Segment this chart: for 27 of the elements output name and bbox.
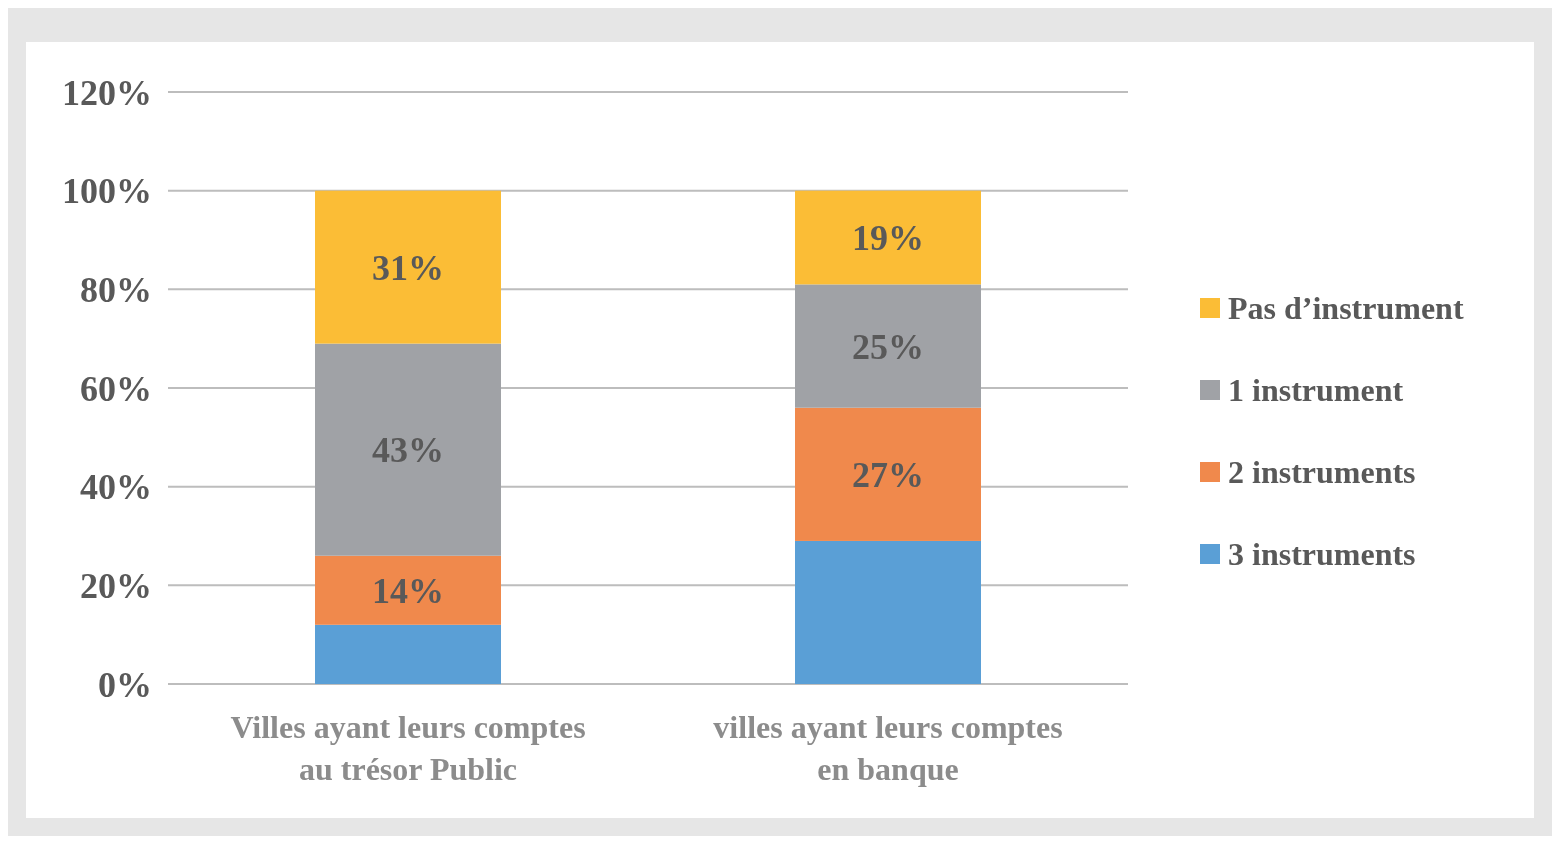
y-tick-label: 120% <box>62 72 152 113</box>
bar <box>315 624 501 684</box>
bar <box>795 540 981 684</box>
y-tick-label: 0% <box>98 664 152 705</box>
legend-label: 2 instruments <box>1228 454 1416 491</box>
bar <box>795 407 981 541</box>
y-tick-label: 20% <box>80 565 152 606</box>
data-label: 19% <box>852 218 924 259</box>
data-label: 43% <box>372 430 444 471</box>
y-tick-label: 100% <box>62 171 152 212</box>
x-tick-label: Villes ayant leurs comptes au trésor Public <box>230 709 586 787</box>
bar <box>315 190 501 344</box>
bar <box>315 555 501 625</box>
y-tick-label: 80% <box>80 269 152 310</box>
data-label: 31% <box>372 247 444 288</box>
legend-label: Pas d’instrument <box>1228 290 1464 327</box>
bar <box>795 190 981 285</box>
data-label: 14% <box>372 570 444 611</box>
data-label: 27% <box>852 454 924 495</box>
x-tick-label: villes ayant leurs comptes en banque <box>713 709 1063 787</box>
bar <box>315 343 501 556</box>
data-label: 25% <box>852 326 924 367</box>
legend-label: 1 instrument <box>1228 372 1404 409</box>
legend-label: 3 instruments <box>1228 536 1416 573</box>
bar <box>795 284 981 408</box>
y-tick-label: 60% <box>80 368 152 409</box>
y-tick-label: 40% <box>80 467 152 508</box>
